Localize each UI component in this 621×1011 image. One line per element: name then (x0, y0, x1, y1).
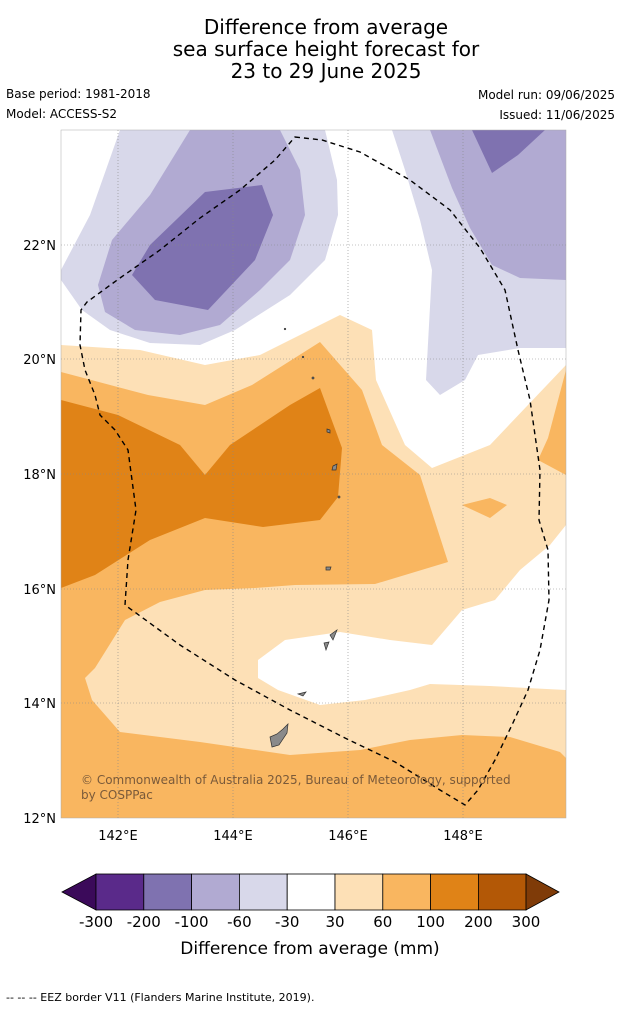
island-guam (269, 723, 289, 748)
colorbar-bin-minus200 (143, 873, 193, 911)
field-minus100-ne (472, 130, 545, 173)
colorbar: -300 -200 -100 -60 -30 30 60 100 200 300… (61, 873, 560, 959)
island-farallon (311, 376, 315, 380)
colorbar-label: 300 (512, 913, 541, 931)
model-name: Model: ACCESS-S2 (6, 107, 118, 121)
colorbar-bin-minus100 (191, 873, 240, 911)
lon-tick-144: 144°E (213, 829, 253, 844)
colorbar-label: -60 (227, 913, 252, 931)
island-pagan (337, 495, 341, 499)
field-minus100-nw (132, 185, 273, 310)
base-period: Base period: 1981-2018 (6, 87, 151, 101)
title-line-1: Difference from average (203, 15, 449, 39)
eez-footnote: -- -- -- EEZ border V11 (Flanders Marine… (6, 991, 315, 1004)
copyright-line-2: by COSPPac (81, 788, 153, 802)
map-title: Difference from average sea surface heig… (0, 16, 621, 82)
colorbar-label: 100 (416, 913, 445, 931)
colorbar-bin-60 (382, 873, 431, 911)
colorbar-bin-30 (334, 873, 384, 911)
colorbar-title: Difference from average (mm) (180, 939, 439, 959)
colorbar-label: 200 (464, 913, 493, 931)
issued-date: Issued: 11/06/2025 (499, 108, 615, 122)
lat-tick-16: 16°N (23, 583, 56, 598)
colorbar-label: 30 (325, 913, 344, 931)
colorbar-label: -100 (175, 913, 209, 931)
island-anatahan (325, 566, 332, 571)
islands (269, 327, 341, 748)
colorbar-label: -30 (275, 913, 300, 931)
lat-tick-14: 14°N (23, 697, 56, 712)
colorbar-bin-minus60 (238, 873, 288, 911)
model-run: Model run: 09/06/2025 (477, 88, 615, 102)
map-frame (60, 129, 567, 819)
island-north (301, 355, 305, 359)
colorbar-bin-100 (430, 873, 479, 911)
lon-tick-148: 148°E (443, 829, 483, 844)
colorbar-bin-200 (477, 873, 527, 911)
island-rota (296, 691, 307, 697)
island-maug (326, 428, 331, 434)
title-line-3: 23 to 29 June 2025 (230, 59, 422, 83)
island-far-north (283, 327, 287, 331)
gridlines (61, 130, 566, 818)
lat-tick-20: 20°N (23, 353, 56, 368)
field-60-100-patch (462, 498, 507, 518)
colorbar-bin-minus30 (286, 873, 336, 911)
field-minus60-ne (430, 130, 566, 280)
colorbar-label: -300 (79, 913, 113, 931)
lat-tick-22: 22°N (23, 239, 56, 254)
lat-tick-12: 12°N (23, 812, 56, 827)
eez-border (79, 136, 550, 806)
colorbar-bin-minus300 (95, 873, 145, 911)
island-agrihan (331, 463, 338, 471)
island-tinian (323, 641, 330, 652)
field-neutral-south (258, 525, 566, 705)
colorbar-label: -200 (127, 913, 161, 931)
colorbar-extend-low (61, 873, 97, 911)
colorbar-extend-high (525, 873, 560, 911)
lon-tick-146: 146°E (328, 829, 368, 844)
lon-tick-142: 142°E (98, 829, 138, 844)
island-saipan (329, 629, 338, 641)
copyright-line-1: © Commonwealth of Australia 2025, Bureau… (81, 773, 511, 787)
colorbar-label: 60 (373, 913, 392, 931)
field-60-100-east (538, 370, 566, 475)
lat-tick-18: 18°N (23, 468, 56, 483)
title-line-2: sea surface height forecast for (172, 37, 480, 61)
